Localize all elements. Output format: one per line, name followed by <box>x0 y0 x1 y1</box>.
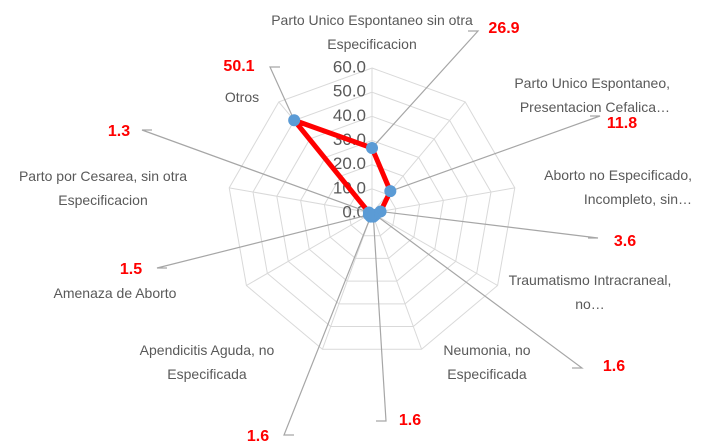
leader-line <box>371 30 480 149</box>
spoke <box>371 212 423 350</box>
grid-ring <box>228 67 516 350</box>
leader-line <box>141 129 370 214</box>
spoke <box>246 212 373 286</box>
marker <box>366 141 378 154</box>
category-label: Parto Unico Espontaneo sin otra Especifi… <box>271 12 473 52</box>
marker <box>362 206 375 219</box>
data-label: 11.8 <box>607 115 637 132</box>
grid-ring <box>323 164 421 259</box>
marker <box>384 185 397 198</box>
spoke <box>371 187 515 214</box>
category-label: Parto Unico Espontaneo, Presentacion Cef… <box>514 75 670 115</box>
data-label: 1.6 <box>247 428 269 445</box>
leader-line <box>269 66 295 121</box>
leader-line <box>374 214 584 369</box>
data-label: 1.3 <box>108 123 130 140</box>
grid-ring <box>347 188 397 237</box>
data-label: 1.6 <box>603 358 625 375</box>
marker <box>288 114 301 127</box>
leader-line <box>390 115 601 192</box>
grid-ring <box>300 139 444 282</box>
data-label: 50.1 <box>223 58 254 75</box>
leader-line <box>156 214 370 269</box>
spoke <box>371 212 498 286</box>
category-label: Parto por Cesarea, sin otra Especificaci… <box>18 168 188 208</box>
tick-label: 60.0 <box>333 57 366 76</box>
data-label: 1.5 <box>120 261 142 278</box>
leader-line <box>380 210 599 239</box>
data-label: 26.9 <box>488 20 519 37</box>
leader-line <box>283 216 372 436</box>
category-label: Apendicitis Aguda, no Especificada <box>139 342 275 382</box>
leader-line <box>372 216 387 422</box>
category-label: Otros <box>224 89 260 105</box>
tick-label: 50.0 <box>333 82 366 101</box>
category-label: Neumonia, no Especificada <box>443 342 531 382</box>
category-label: Traumatismo Intracraneal, no… <box>508 272 672 312</box>
category-label: Aborto no Especificado, Incompleto, sin… <box>544 167 692 207</box>
spoke <box>229 187 373 214</box>
grid-ring <box>276 115 468 305</box>
category-label: Amenaza de Aborto <box>53 285 177 301</box>
tick-label: 40.0 <box>333 106 366 125</box>
data-label: 3.6 <box>614 233 636 250</box>
tick-label: 20.0 <box>333 154 366 173</box>
data-label: 1.6 <box>399 412 421 429</box>
grid-ring <box>252 91 492 328</box>
